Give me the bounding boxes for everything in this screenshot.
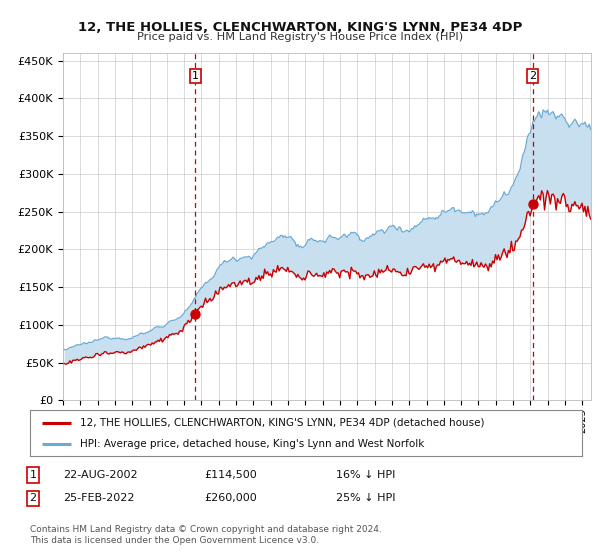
Text: This data is licensed under the Open Government Licence v3.0.: This data is licensed under the Open Gov… <box>30 536 319 545</box>
Text: 1: 1 <box>29 470 37 480</box>
Text: 25% ↓ HPI: 25% ↓ HPI <box>336 493 395 503</box>
Text: Price paid vs. HM Land Registry's House Price Index (HPI): Price paid vs. HM Land Registry's House … <box>137 32 463 43</box>
Text: 16% ↓ HPI: 16% ↓ HPI <box>336 470 395 480</box>
Text: 25-FEB-2022: 25-FEB-2022 <box>63 493 134 503</box>
Text: 12, THE HOLLIES, CLENCHWARTON, KING'S LYNN, PE34 4DP (detached house): 12, THE HOLLIES, CLENCHWARTON, KING'S LY… <box>80 418 484 428</box>
Text: 12, THE HOLLIES, CLENCHWARTON, KING'S LYNN, PE34 4DP: 12, THE HOLLIES, CLENCHWARTON, KING'S LY… <box>78 21 522 34</box>
Text: 2: 2 <box>529 71 536 81</box>
Text: 1: 1 <box>192 71 199 81</box>
Text: 2: 2 <box>29 493 37 503</box>
Text: Contains HM Land Registry data © Crown copyright and database right 2024.: Contains HM Land Registry data © Crown c… <box>30 525 382 534</box>
Text: 22-AUG-2002: 22-AUG-2002 <box>63 470 137 480</box>
Text: £114,500: £114,500 <box>204 470 257 480</box>
Text: HPI: Average price, detached house, King's Lynn and West Norfolk: HPI: Average price, detached house, King… <box>80 439 424 449</box>
Text: £260,000: £260,000 <box>204 493 257 503</box>
